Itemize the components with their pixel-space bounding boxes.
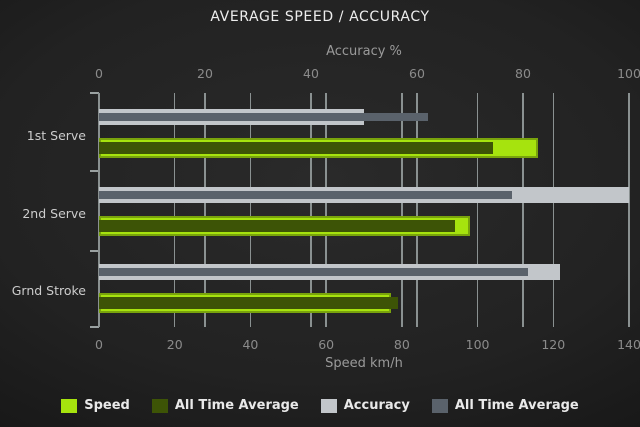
bar-accuracy-alltime [99,268,529,276]
top-gridline [310,93,312,327]
bottom-gridline [628,93,630,327]
bar-speed-alltime [99,142,493,154]
bottom-axis-title: Speed km/h [325,356,403,371]
top-gridline [204,93,206,327]
bar-speed-alltime [99,219,455,232]
top-axis-tick-label: 20 [197,66,213,81]
legend-item: Accuracy [320,398,410,413]
legend-label: All Time Average [454,398,579,413]
bottom-axis-tick-label: 140 [617,337,640,352]
bottom-gridline [552,93,555,327]
bottom-axis-tick-label: 40 [242,337,259,352]
legend-label: All Time Average [174,398,299,413]
y-axis-divider-tick [90,92,99,94]
legend-item: Speed [61,398,130,413]
legend: Speed All Time Average Accuracy All Time Av… [0,398,640,413]
bottom-gridline [325,93,327,327]
y-axis-divider-tick [90,326,99,328]
plot-area [98,93,630,327]
bottom-axis-tick-label: 120 [541,337,566,352]
bottom-gridline [173,93,176,327]
top-gridline [522,93,524,327]
legend-item: All Time Average [431,398,579,413]
bottom-axis-tick-label: 80 [393,337,410,352]
bar-accuracy-alltime [99,190,513,199]
chart-title: AVERAGE SPEED / ACCURACY [210,9,430,25]
category-label: 2nd Serve [22,205,86,221]
category-label: 1st Serve [26,128,86,143]
legend-label: Speed [84,398,130,413]
category-label: Grnd Stroke [11,283,86,298]
legend-swatch [61,398,78,413]
top-gridline [416,93,418,327]
top-axis-tick-label: 0 [95,66,103,81]
bottom-gridline [401,93,403,327]
bottom-axis-tick-label: 60 [318,337,335,352]
bottom-axis-tick-label: 0 [95,337,103,352]
top-axis-tick-label: 40 [303,66,319,81]
bottom-gridline [249,93,252,327]
bottom-axis-tick-label: 20 [166,337,183,352]
bar-accuracy-alltime [99,113,428,121]
top-axis-tick-label: 80 [515,66,531,81]
bottom-gridline [476,93,479,327]
legend-swatch [431,398,448,413]
bottom-axis-tick-label: 100 [465,337,490,352]
y-axis-divider-tick [90,170,99,172]
top-axis-title: Accuracy % [326,44,402,59]
legend-swatch [320,398,337,413]
bottom-gridline [98,93,100,327]
legend-item: All Time Average [151,398,299,413]
y-axis-divider-tick [90,250,99,252]
bar-speed-alltime [99,297,399,309]
legend-swatch [151,398,168,413]
top-axis-tick-label: 60 [409,66,425,81]
legend-label: Accuracy [343,398,410,413]
top-axis-tick-label: 100 [617,66,640,81]
